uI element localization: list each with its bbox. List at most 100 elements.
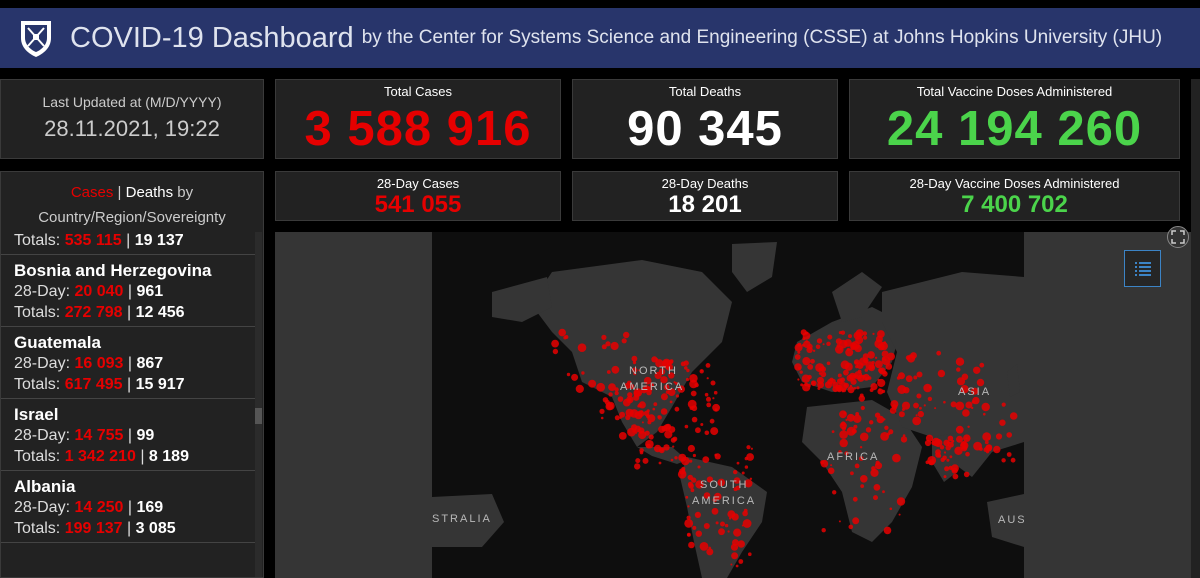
case-dot[interactable] (898, 411, 905, 418)
case-dot[interactable] (596, 382, 606, 392)
case-dot[interactable] (885, 363, 893, 370)
case-dot[interactable] (931, 437, 941, 447)
case-dot[interactable] (684, 366, 688, 370)
case-dot[interactable] (600, 416, 604, 420)
case-dot[interactable] (588, 379, 597, 388)
case-dot[interactable] (951, 467, 958, 474)
case-dot[interactable] (965, 451, 970, 457)
case-dot[interactable] (897, 385, 907, 394)
case-dot[interactable] (827, 379, 833, 385)
case-dot[interactable] (602, 397, 609, 403)
case-dot[interactable] (672, 436, 678, 442)
case-dot[interactable] (845, 418, 848, 422)
case-dot[interactable] (821, 528, 826, 533)
case-dot[interactable] (619, 411, 626, 418)
case-dot[interactable] (827, 467, 835, 475)
case-dot[interactable] (995, 433, 1003, 440)
case-dot[interactable] (684, 519, 694, 528)
case-dot[interactable] (687, 505, 690, 508)
case-dot[interactable] (732, 539, 739, 546)
case-dot[interactable] (892, 453, 901, 463)
case-dot[interactable] (896, 376, 901, 380)
case-dot[interactable] (617, 396, 624, 402)
case-dot[interactable] (669, 400, 673, 404)
case-dot[interactable] (949, 455, 953, 459)
case-dot[interactable] (962, 409, 970, 417)
case-dot[interactable] (689, 379, 698, 389)
case-dot[interactable] (558, 328, 566, 337)
case-dot[interactable] (898, 513, 901, 516)
case-dot[interactable] (913, 375, 918, 380)
world-map[interactable]: NORTH AMERICA SOUTH AMERICA AFRICA ASIA … (432, 232, 1025, 578)
case-dot[interactable] (839, 438, 848, 448)
case-dot[interactable] (936, 350, 942, 356)
case-dot[interactable] (832, 386, 839, 393)
case-dot[interactable] (566, 372, 571, 377)
case-dot[interactable] (859, 456, 864, 461)
case-dot[interactable] (912, 416, 922, 426)
case-dot[interactable] (624, 382, 631, 389)
list-scrollbar-thumb[interactable] (255, 408, 262, 424)
case-dot[interactable] (956, 367, 961, 372)
case-dot[interactable] (831, 430, 835, 433)
case-dot[interactable] (738, 559, 744, 564)
case-dot[interactable] (673, 381, 676, 384)
case-dot[interactable] (688, 541, 695, 549)
case-dot[interactable] (852, 374, 856, 378)
case-dot[interactable] (706, 396, 711, 402)
case-dot[interactable] (705, 363, 711, 368)
case-dot[interactable] (947, 435, 954, 442)
case-dot[interactable] (692, 525, 697, 530)
case-dot[interactable] (634, 463, 641, 470)
case-dot[interactable] (694, 511, 701, 518)
case-dot[interactable] (984, 440, 989, 445)
case-dot[interactable] (874, 339, 883, 349)
case-dot[interactable] (839, 347, 843, 350)
case-dot[interactable] (672, 445, 675, 448)
case-dot[interactable] (923, 383, 932, 393)
case-dot[interactable] (878, 367, 886, 375)
case-dot[interactable] (742, 510, 748, 517)
case-dot[interactable] (706, 377, 709, 380)
case-dot[interactable] (677, 470, 687, 479)
case-dot[interactable] (873, 495, 878, 501)
case-dot[interactable] (865, 377, 869, 381)
case-dot[interactable] (670, 458, 674, 462)
case-dot[interactable] (870, 468, 879, 477)
case-dot[interactable] (724, 523, 729, 528)
case-dot[interactable] (955, 425, 964, 434)
case-dot[interactable] (715, 521, 719, 525)
case-dot[interactable] (642, 457, 649, 464)
case-dot[interactable] (883, 418, 886, 421)
case-dot[interactable] (901, 401, 911, 410)
case-dot[interactable] (551, 339, 559, 348)
list-item[interactable]: Albania 28-Day: 14 250 | 169 Totals: 199… (1, 471, 256, 543)
case-dot[interactable] (735, 564, 739, 568)
case-dot[interactable] (872, 332, 875, 335)
case-dot[interactable] (607, 402, 611, 405)
case-dot[interactable] (844, 362, 853, 371)
case-dot[interactable] (943, 439, 950, 446)
case-dot[interactable] (638, 401, 646, 409)
expand-button[interactable] (1167, 226, 1189, 248)
case-dot[interactable] (704, 430, 710, 436)
case-dot[interactable] (710, 380, 716, 386)
case-dot[interactable] (850, 471, 854, 476)
case-dot[interactable] (842, 388, 847, 393)
case-dot[interactable] (1006, 452, 1012, 457)
case-dot[interactable] (706, 402, 712, 408)
case-dot[interactable] (985, 444, 993, 452)
case-dot[interactable] (855, 364, 859, 369)
case-dot[interactable] (635, 431, 638, 434)
case-dot[interactable] (874, 356, 878, 359)
case-dot[interactable] (687, 399, 697, 409)
case-dot[interactable] (677, 385, 685, 393)
case-dot[interactable] (699, 369, 704, 374)
case-dot[interactable] (853, 424, 858, 429)
case-dot[interactable] (714, 453, 718, 457)
case-dot[interactable] (822, 343, 825, 346)
case-dot[interactable] (916, 371, 923, 378)
case-dot[interactable] (649, 383, 654, 388)
case-dot[interactable] (858, 395, 865, 402)
case-dot[interactable] (575, 384, 584, 393)
